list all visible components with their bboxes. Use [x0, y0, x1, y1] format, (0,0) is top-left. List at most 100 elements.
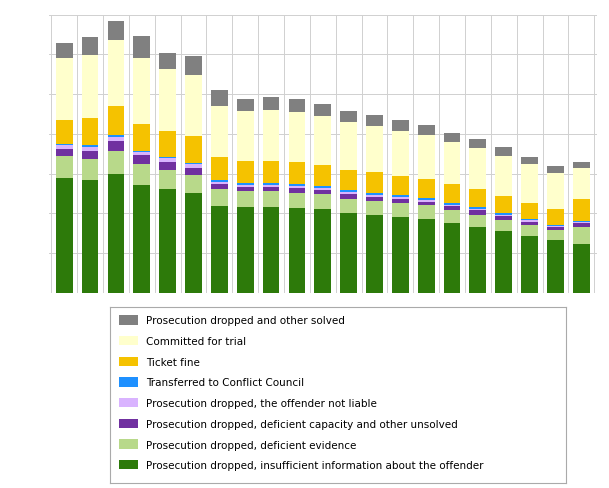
Bar	[521, 164, 538, 203]
Bar	[133, 155, 150, 164]
Bar	[262, 191, 280, 207]
Text: Ticket fine: Ticket fine	[146, 358, 200, 368]
Text: Prosecution dropped and other solved: Prosecution dropped and other solved	[146, 317, 345, 326]
Bar	[262, 110, 280, 161]
Bar	[547, 165, 564, 173]
Bar	[366, 195, 383, 197]
Bar	[314, 209, 331, 293]
Bar	[314, 116, 331, 165]
Bar	[159, 162, 176, 170]
Bar	[237, 99, 253, 111]
Bar	[133, 164, 150, 185]
Text: Prosecution dropped, deficient evidence: Prosecution dropped, deficient evidence	[146, 441, 356, 450]
Bar	[418, 205, 435, 219]
Bar	[108, 174, 124, 293]
Bar	[82, 151, 99, 159]
Text: Prosecution dropped, insufficient information about the offender: Prosecution dropped, insufficient inform…	[146, 461, 484, 471]
Bar	[211, 90, 228, 105]
Bar	[392, 217, 409, 293]
Bar	[211, 184, 228, 189]
Bar	[237, 191, 253, 207]
Bar	[470, 139, 487, 148]
Bar	[159, 157, 176, 159]
Bar	[262, 183, 280, 185]
Bar	[82, 145, 99, 147]
Bar	[340, 190, 357, 192]
Bar	[521, 225, 538, 236]
Bar	[185, 167, 202, 175]
Bar	[495, 220, 512, 231]
Bar	[237, 185, 253, 187]
Bar	[119, 439, 138, 448]
Bar	[573, 222, 590, 223]
Bar	[133, 150, 150, 152]
Bar	[56, 144, 72, 145]
Bar	[340, 194, 357, 199]
Bar	[108, 135, 124, 137]
Bar	[289, 208, 305, 293]
Bar	[521, 222, 538, 225]
Bar	[56, 43, 72, 59]
Text: Committed for trial: Committed for trial	[146, 337, 246, 347]
Bar	[133, 123, 150, 150]
Bar	[443, 203, 460, 204]
Bar	[289, 99, 305, 112]
Bar	[573, 163, 590, 168]
Bar	[56, 156, 72, 178]
Bar	[392, 121, 409, 131]
Bar	[119, 315, 138, 325]
Bar	[547, 173, 564, 209]
Bar	[159, 69, 176, 131]
Bar	[573, 200, 590, 221]
Bar	[237, 111, 253, 161]
Bar	[119, 377, 138, 386]
Bar	[289, 186, 305, 188]
Bar	[56, 59, 72, 120]
Bar	[495, 156, 512, 196]
Bar	[211, 157, 228, 181]
Bar	[159, 159, 176, 162]
Bar	[82, 147, 99, 151]
Bar	[366, 201, 383, 215]
Bar	[443, 223, 460, 293]
Bar	[470, 208, 487, 210]
Bar	[314, 103, 331, 116]
Bar	[521, 236, 538, 293]
Bar	[237, 161, 253, 183]
Bar	[82, 37, 99, 55]
Bar	[289, 193, 305, 208]
Bar	[340, 199, 357, 213]
Bar	[211, 105, 228, 157]
Bar	[366, 172, 383, 193]
Bar	[314, 188, 331, 190]
Bar	[314, 190, 331, 194]
Bar	[237, 183, 253, 185]
Bar	[418, 202, 435, 205]
Bar	[470, 189, 487, 207]
Bar	[547, 226, 564, 227]
Bar	[108, 106, 124, 135]
Bar	[159, 189, 176, 293]
Bar	[495, 213, 512, 215]
Bar	[392, 198, 409, 200]
Bar	[289, 188, 305, 193]
Bar	[366, 115, 383, 126]
Bar	[159, 170, 176, 189]
Bar	[392, 203, 409, 217]
Bar	[521, 157, 538, 164]
Bar	[133, 152, 150, 155]
Bar	[82, 119, 99, 145]
Bar	[443, 142, 460, 184]
Bar	[573, 168, 590, 200]
Bar	[211, 189, 228, 206]
Bar	[443, 210, 460, 223]
Bar	[470, 207, 487, 208]
Bar	[573, 227, 590, 244]
Bar	[82, 55, 99, 119]
Bar	[314, 194, 331, 209]
Bar	[418, 179, 435, 198]
Bar	[237, 187, 253, 191]
Bar	[443, 206, 460, 210]
Bar	[470, 148, 487, 189]
Bar	[547, 225, 564, 226]
